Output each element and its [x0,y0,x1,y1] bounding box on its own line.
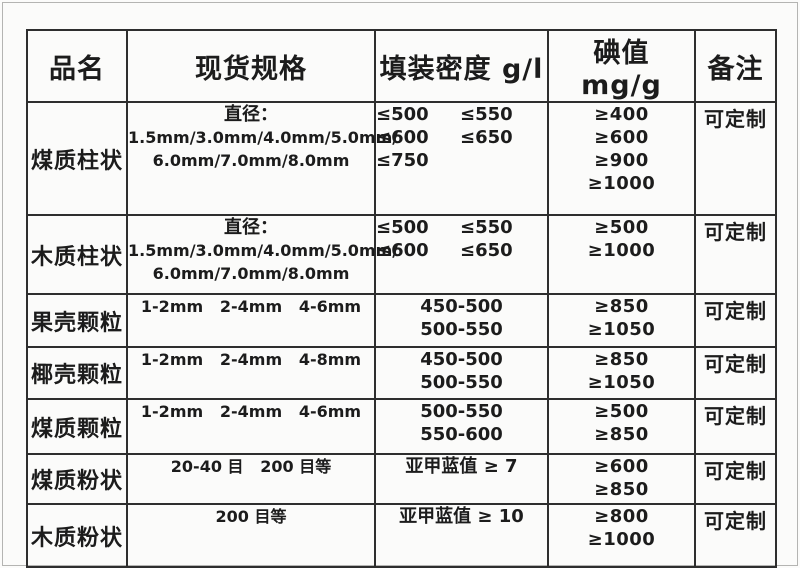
spec-cell: 20-40 目 200 目等 [126,453,376,505]
spec-line: 直径： [224,104,278,125]
iodine-line: ≥500 [594,401,649,422]
density-line: 450-500 [420,296,503,317]
density-cell: 450-500 500-550 [374,293,549,348]
spec-line: 1-2mm 2-4mm 4-6mm [140,297,362,316]
spec-line: 直径： [224,217,278,238]
spec-line: 1-2mm 2-4mm 4-6mm [140,402,362,421]
density-line: 500-550 [420,319,503,340]
spec-cell: 直径： 1.5mm/3.0mm/4.0mm/5.0mm/ 6.0mm/7.0mm… [126,101,399,216]
spec-line: 1-2mm 2-4mm 4-8mm [140,350,362,369]
spec-cell: 1-2mm 2-4mm 4-6mm [126,398,376,455]
product-name-cell: 煤质柱状 [26,101,128,216]
table-row: 椰壳颗粒 1-2mm 2-4mm 4-8mm 450-500 500-550 ≥… [26,346,777,400]
note-cell: 可定制 [694,503,777,568]
density-line: ≤750 [376,150,429,171]
spec-cell: 直径： 1.5mm/3.0mm/4.0mm/5.0mm/ 6.0mm/7.0mm… [126,214,399,295]
table-row: 果壳颗粒 1-2mm 2-4mm 4-6mm 450-500 500-550 ≥… [26,293,777,348]
spec-cell: 1-2mm 2-4mm 4-8mm [126,346,376,400]
product-spec-table: 品名 现货规格 填装密度 g/l 碘值 mg/g 备注 煤质柱状 直径： 1.5… [26,29,777,568]
density-line: 亚甲蓝值 ≥ 7 [405,456,518,477]
product-name-cell: 椰壳颗粒 [26,346,128,400]
spec-line: 6.0mm/7.0mm/8.0mm [152,264,350,283]
density-cell: 亚甲蓝值 ≥ 10 [374,503,549,568]
iodine-cell: ≥850 ≥1050 [547,293,696,348]
spec-cell: 1-2mm 2-4mm 4-6mm [126,293,376,348]
header-product-name: 品名 [26,29,128,103]
iodine-cell: ≥600 ≥850 [547,453,696,505]
density-line: 550-600 [420,424,503,445]
product-name-cell: 木质柱状 [26,214,128,295]
note-cell: 可定制 [694,293,777,348]
iodine-cell: ≥500 ≥850 [547,398,696,455]
density-cell: 450-500 500-550 [374,346,549,400]
density-line: ≤600 ≤650 [376,127,513,148]
product-name-cell: 煤质颗粒 [26,398,128,455]
note-cell: 可定制 [694,346,777,400]
spec-line: 6.0mm/7.0mm/8.0mm [152,151,350,170]
product-name-cell: 果壳颗粒 [26,293,128,348]
table-row: 木质粉状 200 目等 亚甲蓝值 ≥ 10 ≥800 ≥1000 可定制 [26,503,777,568]
spec-line: 1.5mm/3.0mm/4.0mm/5.0mm/ [128,128,399,147]
iodine-cell: ≥500 ≥1000 [547,214,696,295]
header-spec: 现货规格 [126,29,376,103]
iodine-line: ≥600 [594,456,649,477]
iodine-line: ≥1050 [587,319,656,340]
density-cell: ≤500 ≤550 ≤600 ≤650 [374,214,549,295]
iodine-cell: ≥850 ≥1050 [547,346,696,400]
iodine-cell: ≥400 ≥600 ≥900 ≥1000 [547,101,696,216]
iodine-line: ≥1000 [587,240,656,261]
header-note: 备注 [694,29,777,103]
product-name-cell: 煤质粉状 [26,453,128,505]
density-line: ≤500 ≤550 [376,217,513,238]
note-cell: 可定制 [694,453,777,505]
density-cell: 500-550 550-600 [374,398,549,455]
iodine-line: ≥850 [594,424,649,445]
density-cell: ≤500 ≤550 ≤600 ≤650 ≤750 [374,101,549,216]
product-name-cell: 木质粉状 [26,503,128,568]
iodine-line: ≥800 [594,506,649,527]
header-iodine: 碘值 mg/g [547,29,696,103]
density-line: 500-550 [420,372,503,393]
iodine-line: ≥1000 [587,173,656,194]
spec-line: 20-40 目 200 目等 [170,457,332,476]
density-line: 450-500 [420,349,503,370]
density-line: 500-550 [420,401,503,422]
iodine-line: ≥850 [594,479,649,500]
header-density: 填装密度 g/l [374,29,549,103]
spec-cell: 200 目等 [126,503,376,568]
spec-line: 200 目等 [215,507,287,526]
note-cell: 可定制 [694,398,777,455]
header-row: 品名 现货规格 填装密度 g/l 碘值 mg/g 备注 [26,29,777,103]
iodine-line: ≥850 [594,296,649,317]
note-cell: 可定制 [694,101,777,216]
table-row: 煤质粉状 20-40 目 200 目等 亚甲蓝值 ≥ 7 ≥600 ≥850 可… [26,453,777,505]
iodine-cell: ≥800 ≥1000 [547,503,696,568]
table-row: 木质柱状 直径： 1.5mm/3.0mm/4.0mm/5.0mm/ 6.0mm/… [26,214,777,295]
iodine-line: ≥500 [594,217,649,238]
iodine-line: ≥600 [594,127,649,148]
iodine-line: ≥400 [594,104,649,125]
note-cell: 可定制 [694,214,777,295]
density-line: ≤500 ≤550 [376,104,513,125]
density-cell: 亚甲蓝值 ≥ 7 [374,453,549,505]
spec-line: 1.5mm/3.0mm/4.0mm/5.0mm/ [128,241,399,260]
table-row: 煤质柱状 直径： 1.5mm/3.0mm/4.0mm/5.0mm/ 6.0mm/… [26,101,777,216]
density-line: ≤600 ≤650 [376,240,513,261]
iodine-line: ≥1050 [587,372,656,393]
table-row: 煤质颗粒 1-2mm 2-4mm 4-6mm 500-550 550-600 ≥… [26,398,777,455]
iodine-line: ≥1000 [587,529,656,550]
iodine-line: ≥850 [594,349,649,370]
iodine-line: ≥900 [594,150,649,171]
density-line: 亚甲蓝值 ≥ 10 [399,506,524,527]
